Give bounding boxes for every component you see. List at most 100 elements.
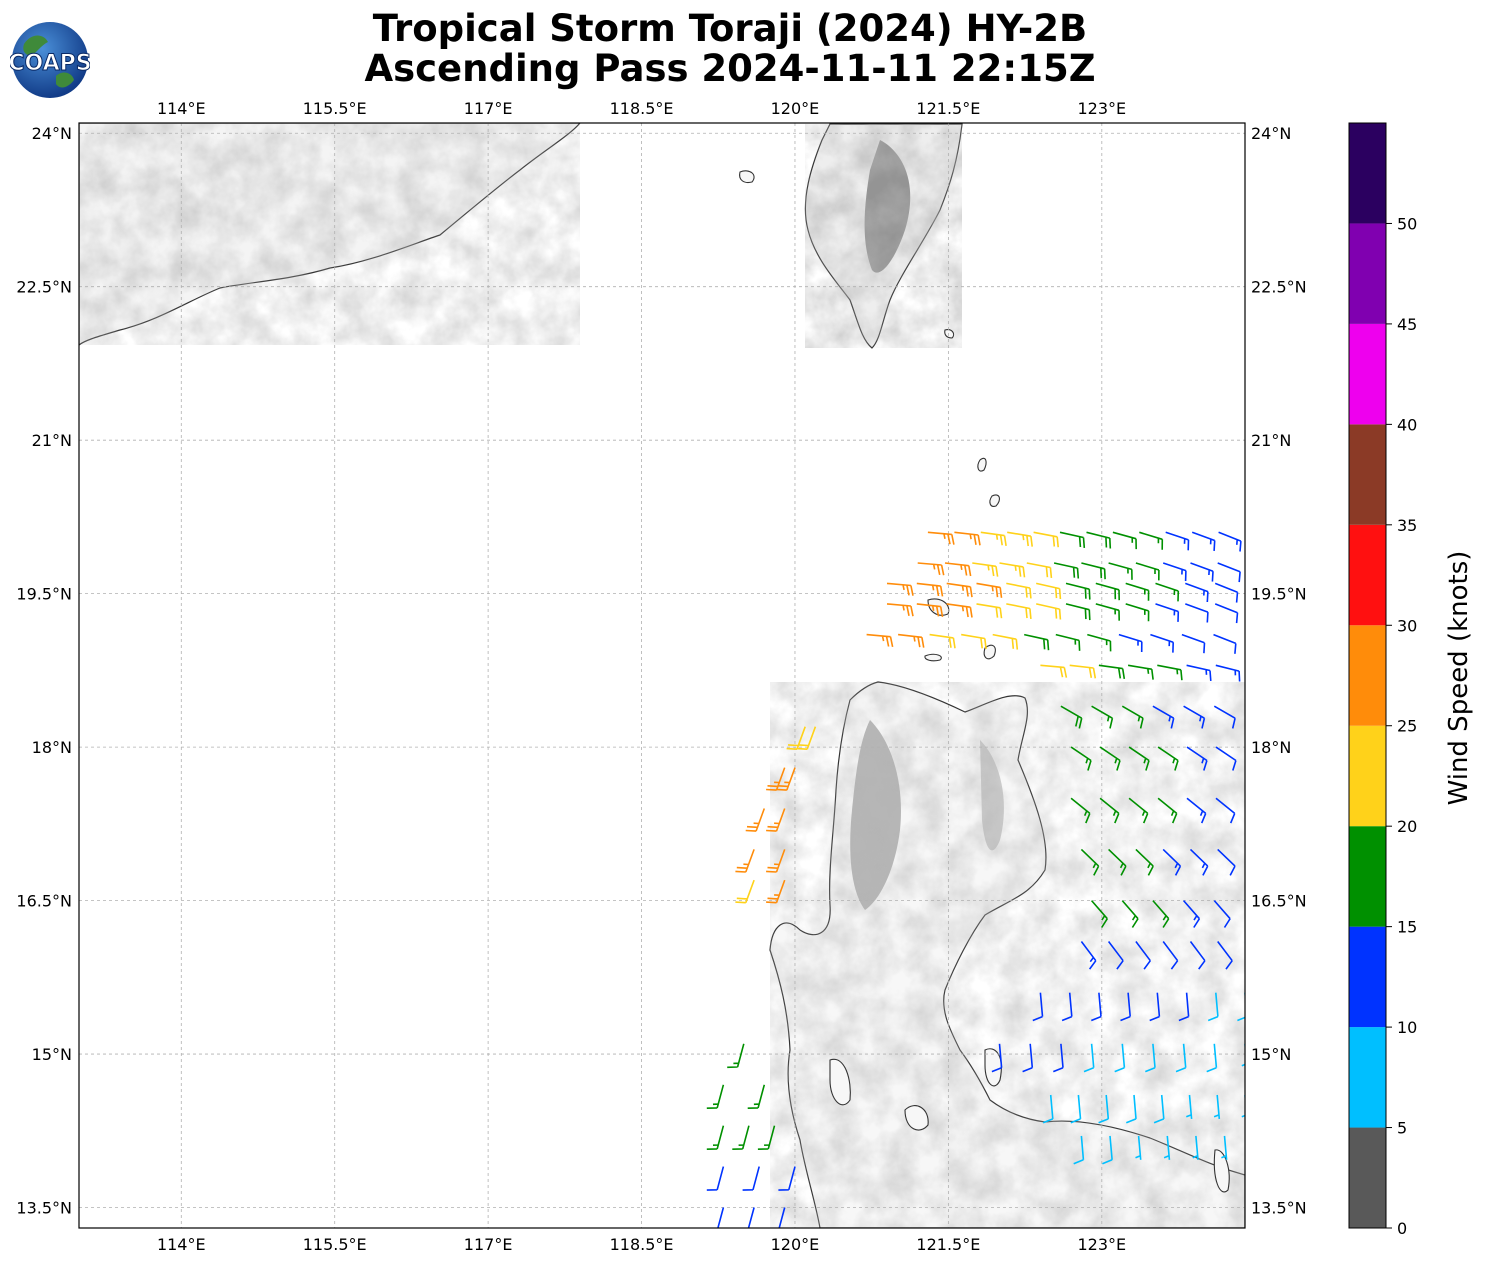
wind-barb [1026,562,1053,578]
wind-barb [1186,797,1207,824]
wind-barb [1065,582,1091,600]
lat-tick-label-right: 16.5°N [1251,892,1307,911]
wind-barb [706,1084,725,1109]
lon-tick-label-bottom: 114°E [157,1235,206,1254]
wind-barb [1114,1043,1126,1073]
lat-tick-label-left: 15°N [32,1045,72,1064]
wind-barb [1053,562,1080,579]
wind-barb [1192,1135,1199,1160]
wind-barb [1108,562,1133,580]
wind-barb [1163,1135,1171,1160]
wind-barb [1155,582,1180,602]
wind-barb [1217,848,1236,876]
colorbar-tick-label: 40 [1397,415,1417,434]
wind-barb [1006,603,1032,619]
lat-tick-label-left: 19.5°N [16,585,72,604]
wind-barb [1060,705,1083,729]
wind-barb [1080,848,1100,876]
wind-barb [745,808,766,832]
wind-barb [1040,664,1068,678]
wind-barb [1069,664,1097,679]
lon-tick-label-top: 120°E [771,99,820,118]
wind-barb [727,1043,745,1069]
wind-barb [1214,582,1239,603]
wind-barb [1022,1043,1034,1073]
wind-barb [766,808,786,832]
colorbar-tick-label: 50 [1397,214,1417,233]
wind-barb [1121,900,1139,928]
wind-barb [886,582,914,596]
lon-tick-label-top: 117°E [464,99,513,118]
wind-barb [1135,1135,1142,1160]
wind-barb [1036,603,1062,620]
wind-barb [1070,746,1092,771]
wind-barb [1213,900,1231,928]
wind-barb [1185,582,1209,603]
globe-icon: COAPS [10,22,90,98]
china-coast-land [79,123,581,346]
wind-barb [1244,706,1245,708]
lon-tick-label-top: 114°E [157,99,206,118]
map-frame [78,122,1246,1229]
wind-barb [1190,562,1214,582]
lon-tick-label-bottom: 120°E [771,1235,820,1254]
wind-barb [1135,941,1151,970]
wind-barb [916,603,944,618]
wind-barb [980,531,1007,547]
wind-barb [1086,531,1112,549]
wind-barb [976,582,1003,598]
wind-barb [1095,603,1120,621]
colorbar-band [1349,1027,1386,1128]
wind-barb [1162,562,1187,582]
wind-barb [946,603,973,618]
lon-tick-label-bottom: 123°E [1077,1235,1126,1254]
wind-barb [1152,705,1175,729]
wind-barb [1189,941,1206,970]
wind-barb [1244,798,1245,800]
wind-barb [1165,531,1190,551]
wind-barb [1073,1135,1085,1165]
wind-barb [1175,1043,1187,1073]
wind-barb [1214,603,1239,624]
wind-barb [706,1166,725,1191]
lon-tick-label-top: 115.5°E [303,99,367,118]
colorbar-tick-label: 45 [1397,315,1417,334]
wind-barb [1244,941,1245,943]
wind-barb [976,603,1003,619]
lat-tick-label-left: 22.5°N [16,278,72,297]
wind-barb [898,633,925,648]
wind-barb [1128,797,1149,824]
wind-barb [1024,633,1050,651]
taiwan-land [804,123,963,349]
lat-tick-label-right: 24°N [1251,124,1291,143]
wind-barb [1120,992,1131,1022]
colorbar-band [1349,323,1386,425]
wind-barb [1098,1094,1110,1124]
wind-barbs [706,531,1245,1228]
wind-barb [1182,900,1201,928]
wind-barb [1083,1043,1095,1073]
wind-barb [757,1125,776,1150]
wind-barb [796,726,817,750]
wind-barb [735,879,755,904]
wind-barb [999,562,1026,578]
wind-barb [992,633,1019,650]
luzon-land [769,681,1245,1228]
colorbar-tick-label: 25 [1397,717,1417,736]
wind-barb [717,1207,725,1228]
wind-barb [1070,797,1091,824]
wind-barb [732,1125,750,1150]
lat-tick-label-left: 16.5°N [16,892,72,911]
wind-barb [1157,664,1183,681]
wind-barb [1070,1094,1082,1124]
wind-barb [991,1043,1003,1073]
colorbar-band [1349,1127,1386,1228]
wind-barb [1128,746,1150,771]
wind-barb [776,767,796,791]
wind-barb [1162,941,1179,970]
wind-barb [1181,633,1206,654]
lat-tick-label-right: 21°N [1251,431,1291,450]
wind-barb [1244,603,1245,605]
wind-barb [1107,941,1124,970]
wind-barb [1221,1135,1228,1160]
